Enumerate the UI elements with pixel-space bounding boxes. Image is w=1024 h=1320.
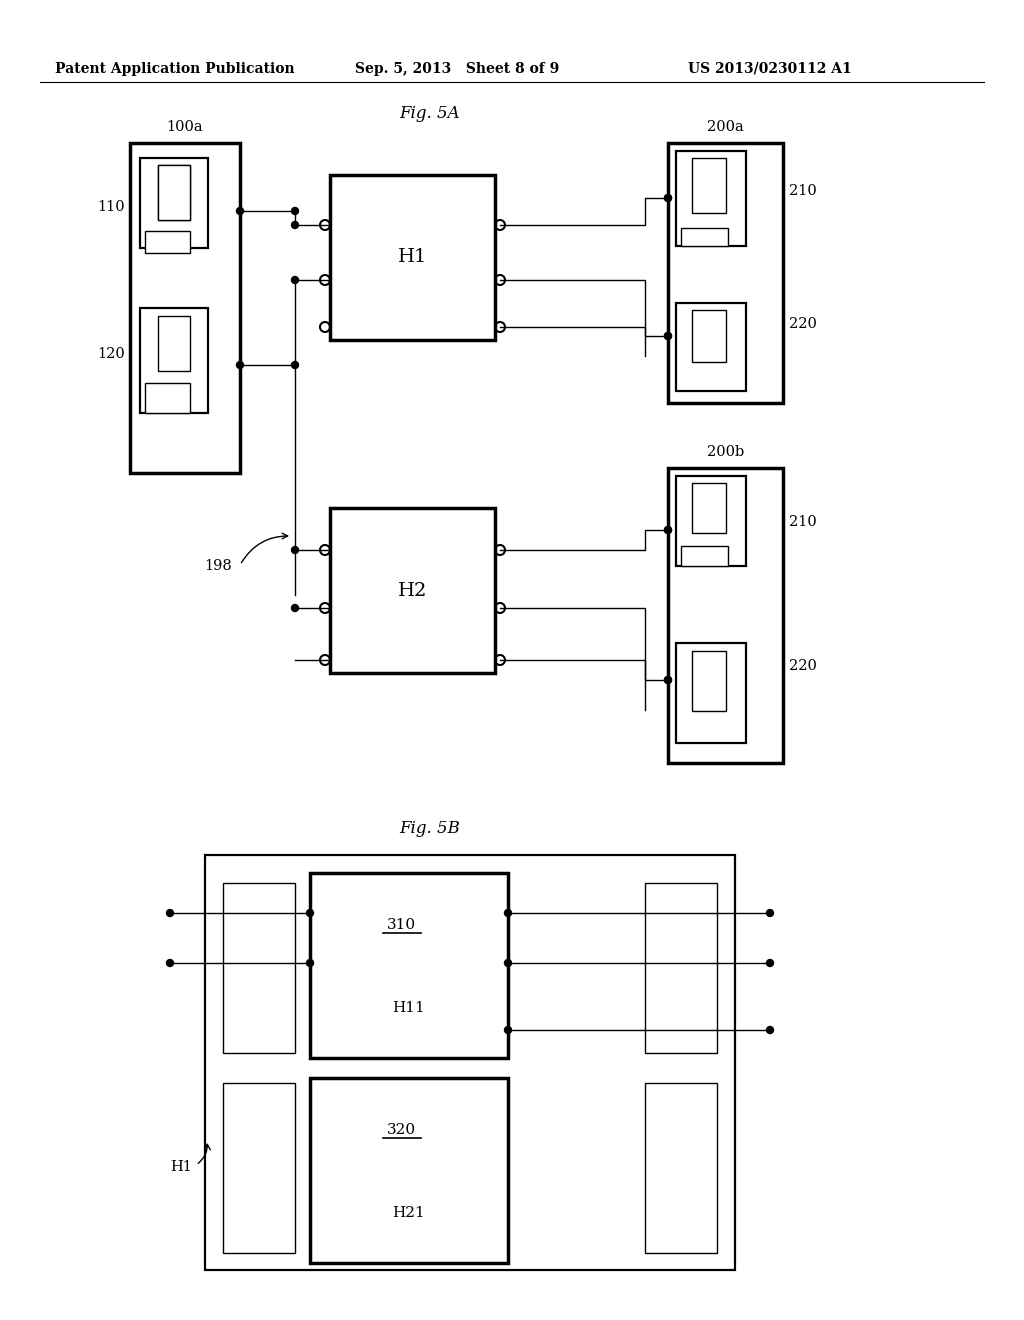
Circle shape	[292, 207, 299, 214]
Text: 110: 110	[97, 201, 125, 214]
Text: H11: H11	[392, 1001, 425, 1015]
Circle shape	[292, 362, 299, 368]
Bar	[676, 477, 746, 566]
Text: 310: 310	[386, 917, 416, 932]
Circle shape	[237, 362, 244, 368]
Circle shape	[665, 676, 672, 684]
Circle shape	[306, 909, 313, 916]
Text: 120: 120	[97, 347, 125, 360]
Bar	[645, 1082, 717, 1253]
Circle shape	[292, 546, 299, 553]
Text: H1: H1	[397, 248, 427, 267]
Bar	[681, 546, 728, 566]
Text: US 2013/0230112 A1: US 2013/0230112 A1	[688, 62, 852, 77]
Bar	[145, 383, 190, 413]
Circle shape	[167, 960, 173, 966]
Text: H21: H21	[392, 1206, 425, 1220]
Bar	[668, 143, 783, 403]
Circle shape	[505, 960, 512, 966]
Bar	[676, 304, 746, 391]
Text: Patent Application Publication: Patent Application Publication	[55, 62, 295, 77]
Text: 200a: 200a	[708, 120, 743, 135]
Text: 198: 198	[204, 558, 232, 573]
Circle shape	[665, 676, 672, 684]
Circle shape	[767, 909, 773, 916]
Bar	[310, 873, 508, 1059]
Bar	[205, 855, 735, 1270]
Text: 210: 210	[790, 183, 817, 198]
Bar	[676, 643, 746, 743]
FancyArrowPatch shape	[199, 1144, 210, 1163]
Circle shape	[665, 194, 672, 202]
Circle shape	[292, 222, 299, 228]
Bar	[140, 308, 208, 413]
Circle shape	[167, 909, 173, 916]
Bar	[645, 883, 717, 1053]
Text: 210: 210	[790, 515, 817, 529]
Bar	[330, 176, 495, 341]
Bar	[692, 158, 726, 213]
Bar	[681, 228, 728, 246]
Circle shape	[505, 909, 512, 916]
Bar	[676, 150, 746, 246]
Text: Sep. 5, 2013   Sheet 8 of 9: Sep. 5, 2013 Sheet 8 of 9	[355, 62, 559, 77]
Circle shape	[292, 276, 299, 284]
Bar	[223, 883, 295, 1053]
Bar	[158, 165, 190, 220]
Circle shape	[665, 527, 672, 533]
Circle shape	[665, 527, 672, 533]
Bar	[158, 315, 190, 371]
Bar	[692, 483, 726, 533]
Text: 220: 220	[790, 317, 817, 331]
Circle shape	[237, 207, 244, 214]
Text: H2: H2	[397, 582, 427, 599]
Circle shape	[665, 333, 672, 339]
Circle shape	[306, 960, 313, 966]
Bar	[310, 1078, 508, 1263]
Text: 100a: 100a	[167, 120, 204, 135]
Circle shape	[505, 1027, 512, 1034]
Circle shape	[665, 194, 672, 202]
Text: Fig. 5A: Fig. 5A	[399, 106, 461, 121]
FancyArrowPatch shape	[242, 533, 288, 562]
Text: 200b: 200b	[707, 445, 744, 459]
Text: H1: H1	[170, 1160, 193, 1173]
Bar	[158, 165, 190, 220]
Circle shape	[292, 605, 299, 611]
Text: 320: 320	[386, 1123, 416, 1137]
Text: Fig. 5B: Fig. 5B	[399, 820, 461, 837]
Circle shape	[767, 960, 773, 966]
Bar	[330, 508, 495, 673]
Bar	[692, 310, 726, 362]
Bar	[130, 143, 240, 473]
Circle shape	[767, 1027, 773, 1034]
Bar	[140, 158, 208, 248]
Bar	[145, 231, 190, 253]
Bar	[692, 651, 726, 711]
Bar	[223, 1082, 295, 1253]
Text: 220: 220	[790, 659, 817, 673]
Bar	[668, 469, 783, 763]
Circle shape	[665, 333, 672, 339]
